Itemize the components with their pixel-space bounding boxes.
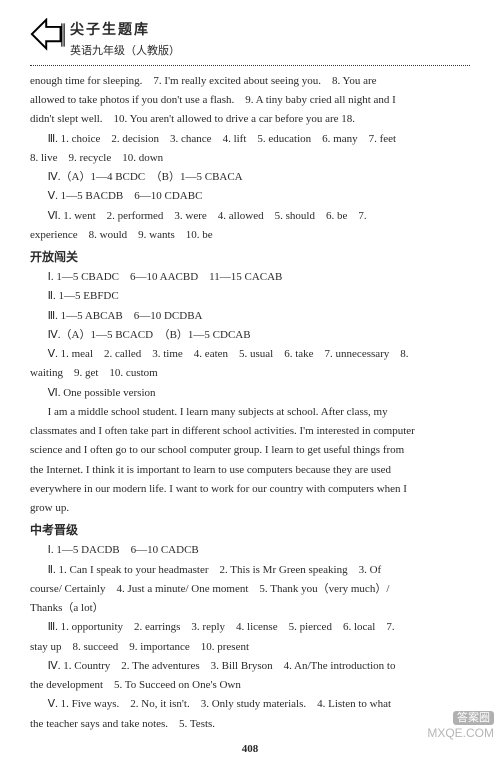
section-heading: 开放闯关: [30, 247, 470, 268]
body-line: science and I often go to our school com…: [30, 441, 470, 460]
body-line: Ⅴ. 1—5 BACDB 6—10 CDABC: [30, 187, 470, 206]
body-line: allowed to take photos if you don't use …: [30, 91, 470, 110]
body-line: Thanks（a lot）: [30, 599, 470, 618]
book-title: 尖子生题库: [70, 19, 180, 44]
arrow-icon: [30, 18, 66, 52]
body-line: Ⅳ. 1. Country 2. The adventures 3. Bill …: [30, 657, 470, 676]
body-line: Ⅲ. 1. choice 2. decision 3. chance 4. li…: [30, 130, 470, 149]
body-line: Ⅲ. 1—5 ABCAB 6—10 DCDBA: [30, 307, 470, 326]
book-subtitle: 英语九年级（人教版）: [70, 42, 180, 61]
body-line: stay up 8. succeed 9. importance 10. pre…: [30, 638, 470, 657]
body-line: Ⅳ.（A）1—5 BCACD （B）1—5 CDCAB: [30, 326, 470, 345]
body-line: Ⅴ. 1. meal 2. called 3. time 4. eaten 5.…: [30, 345, 470, 364]
body-line: the Internet. I think it is important to…: [30, 461, 470, 480]
body-line: waiting 9. get 10. custom: [30, 364, 470, 383]
body-line: Ⅴ. 1. Five ways. 2. No, it isn't. 3. Onl…: [30, 695, 470, 714]
body-line: I am a middle school student. I learn ma…: [30, 403, 470, 422]
body-line: 8. live 9. recycle 10. down: [30, 149, 470, 168]
body-line: the development 5. To Succeed on One's O…: [30, 676, 470, 695]
header-text: 尖子生题库 英语九年级（人教版）: [70, 18, 180, 61]
body-line: experience 8. would 9. wants 10. be: [30, 226, 470, 245]
body-line: the teacher says and take notes. 5. Test…: [30, 715, 470, 734]
body-line: Ⅳ.（A）1—4 BCDC （B）1—5 CBACA: [30, 168, 470, 187]
body-line: grow up.: [30, 499, 470, 518]
body-line: didn't slept well. 10. You aren't allowe…: [30, 110, 470, 129]
watermark-bottom: MXQE.COM: [427, 726, 494, 740]
body-line: classmates and I often take part in diff…: [30, 422, 470, 441]
body-line: Ⅲ. 1. opportunity 2. earrings 3. reply 4…: [30, 618, 470, 637]
body-line: course/ Certainly 4. Just a minute/ One …: [30, 580, 470, 599]
watermark-top: 答案圈: [453, 711, 494, 725]
body-line: Ⅵ. 1. went 2. performed 3. were 4. allow…: [30, 207, 470, 226]
section-heading: 中考晋级: [30, 520, 470, 541]
body-line: enough time for sleeping. 7. I'm really …: [30, 72, 470, 91]
page-number: 408: [30, 740, 470, 759]
page-content: enough time for sleeping. 7. I'm really …: [30, 72, 470, 734]
body-line: Ⅵ. One possible version: [30, 384, 470, 403]
body-line: Ⅱ. 1. Can I speak to your headmaster 2. …: [30, 561, 470, 580]
body-line: Ⅱ. 1—5 EBFDC: [30, 287, 470, 306]
body-line: Ⅰ. 1—5 CBADC 6—10 AACBD 11—15 CACAB: [30, 268, 470, 287]
body-line: everywhere in our modern life. I want to…: [30, 480, 470, 499]
watermark: 答案圈 MXQE.COM: [427, 710, 494, 740]
page-header: 尖子生题库 英语九年级（人教版）: [30, 18, 470, 61]
body-line: Ⅰ. 1—5 DACDB 6—10 CADCB: [30, 541, 470, 560]
header-divider: [30, 65, 470, 66]
